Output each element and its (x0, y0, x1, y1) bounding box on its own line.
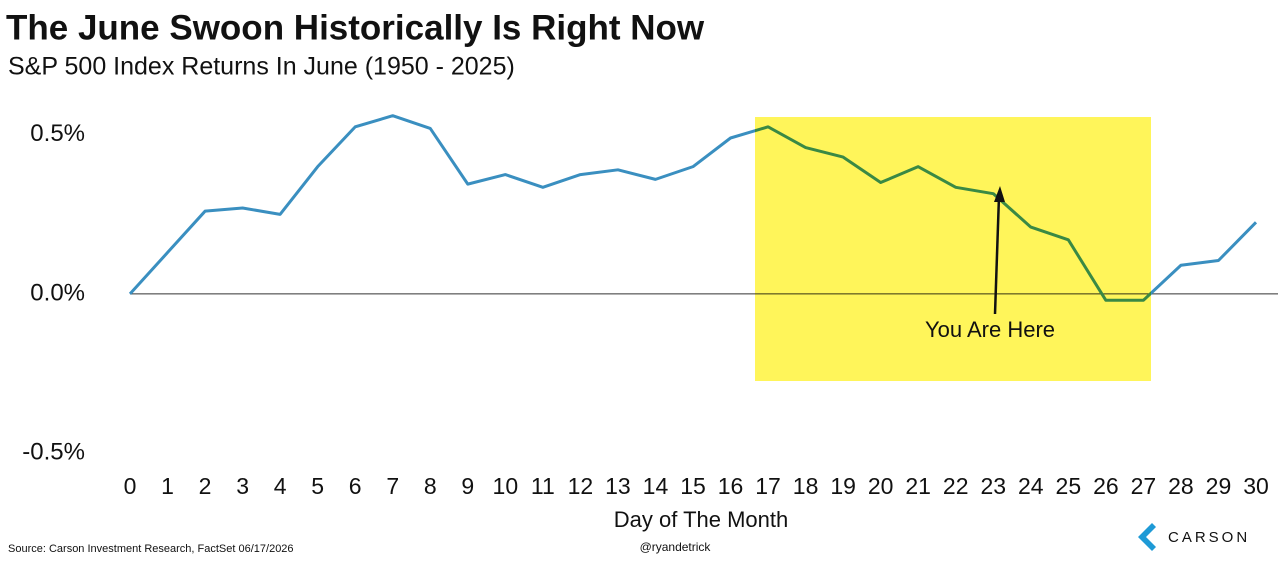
x-tick-label: 9 (461, 473, 474, 499)
credit: @ryandetrick (640, 540, 712, 554)
x-tick-label: 16 (718, 473, 744, 499)
highlight-box (755, 117, 1151, 381)
x-tick-label: 27 (1131, 473, 1157, 499)
arrow-head (994, 186, 1005, 202)
x-tick-label: 24 (1018, 473, 1044, 499)
chart-subtitle: S&P 500 Index Returns In June (1950 - 20… (8, 53, 515, 81)
x-axis-label: Day of The Month (614, 507, 788, 532)
logo-text: CARSON (1168, 529, 1250, 546)
logo: CARSON (1138, 523, 1250, 551)
x-tick-label: 4 (274, 473, 287, 499)
x-tick-label: 17 (755, 473, 781, 499)
x-tick-label: 2 (199, 473, 212, 499)
x-tick-label: 5 (311, 473, 324, 499)
x-tick-label: 15 (680, 473, 706, 499)
source: Source: Carson Investment Research, Fact… (8, 543, 294, 555)
x-tick-label: 19 (830, 473, 856, 499)
x-tick-label: 1 (161, 473, 174, 499)
x-tick-label: 21 (905, 473, 931, 499)
y-tick-label: 0.5% (30, 120, 85, 147)
plot: -0.5%0.0%0.5%0 1 2 3 4 5 6 7 8 9 10 11 12 13 14 15 16 17 1… (22, 114, 1278, 499)
chart-title: The June Swoon Historically Is Right Now (6, 8, 705, 47)
x-tick-label: 14 (643, 473, 669, 499)
arrow (993, 195, 1001, 315)
x-tick-label: 25 (1056, 473, 1082, 499)
x-tick-label: 20 (868, 473, 894, 499)
x-tick-label: 10 (493, 473, 519, 499)
x-tick-label: 23 (980, 473, 1006, 499)
x-tick-label: 7 (386, 473, 399, 499)
x-tick-label: 6 (349, 473, 362, 499)
x-tick-label: 22 (943, 473, 969, 499)
y-tick-label: -0.5% (22, 438, 85, 465)
annotation: You Are Here (925, 317, 1055, 342)
x-tick-label: 0 (124, 473, 137, 499)
x-tick-label: 26 (1093, 473, 1119, 499)
x-tick-label: 11 (531, 473, 555, 499)
y-tick-label: 0.0% (30, 279, 85, 306)
x-tick-label: 12 (568, 473, 594, 499)
x-tick-label: 13 (605, 473, 631, 499)
logo-mark (1138, 523, 1156, 551)
x-tick-label: 3 (236, 473, 249, 499)
x-tick-label: 28 (1168, 473, 1194, 499)
x-tick-label: 18 (793, 473, 819, 499)
x-tick-label: 8 (424, 473, 437, 499)
x-tick-label: 29 (1206, 473, 1232, 499)
x-tick-label: 30 (1243, 473, 1269, 499)
